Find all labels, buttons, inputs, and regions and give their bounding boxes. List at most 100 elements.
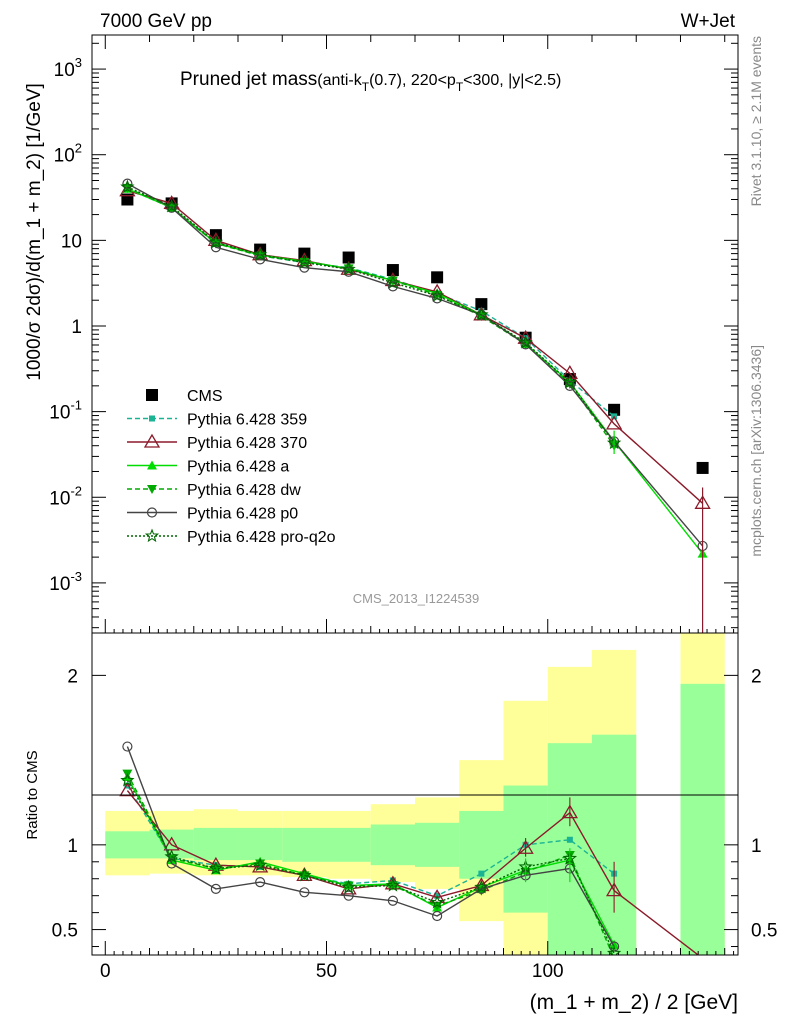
ratio-point	[255, 859, 266, 869]
ratio-uncertainty-bands	[105, 633, 725, 955]
data-point	[387, 281, 398, 292]
ratio-point	[429, 895, 445, 909]
legend: CMS Pythia 6.428 359 Pythia 6.428 370 Pythi…	[127, 388, 336, 546]
ratio-y-tick-label-right: 2	[751, 666, 762, 687]
watermark: CMS_2013_I1224539	[353, 591, 480, 606]
chart-title: Pruned jet mass(anti-kT(0.7), 220<pT<300…	[180, 69, 561, 94]
legend-marker	[146, 389, 158, 401]
x-tick-label: 50	[316, 961, 337, 982]
x-tick-label: 100	[532, 961, 564, 982]
legend-label: Pythia 6.428 pro-q2o	[187, 529, 336, 546]
legend-label: CMS	[187, 388, 223, 405]
series-line	[127, 188, 615, 417]
data-point	[297, 255, 312, 269]
ratio-y-axis-label: Ratio to CMS	[24, 750, 41, 839]
ratio-point	[164, 849, 179, 863]
ratio-point	[609, 941, 620, 952]
data-point	[122, 178, 133, 189]
legend-marker	[147, 460, 157, 470]
band-inner	[591, 734, 637, 955]
data-point	[431, 271, 444, 284]
legend-item: Pythia 6.428 359	[127, 412, 307, 429]
data-point	[520, 339, 531, 350]
data-point	[605, 415, 623, 430]
ratio-point	[387, 895, 398, 906]
band-inner	[238, 827, 283, 861]
ratio-point	[606, 945, 622, 955]
ratio-point	[297, 867, 312, 882]
ratio-point	[119, 782, 136, 797]
data-point	[210, 239, 221, 249]
ratio-y-tick-label: 0.5	[52, 921, 78, 942]
mcplots-label: mcplots.cern.ch [arXiv:1306.3436]	[748, 345, 764, 557]
y-tick-label: 1	[71, 317, 82, 338]
data-point	[164, 198, 179, 213]
ratio-panel-series	[119, 741, 700, 955]
band-inner	[326, 827, 371, 862]
band-inner	[193, 827, 239, 861]
legend-marker	[146, 507, 158, 518]
data-point	[252, 247, 268, 261]
header-right: W+Jet	[681, 11, 736, 32]
series-pythia-6-428-p0	[122, 178, 708, 552]
legend-item: Pythia 6.428 a	[127, 459, 289, 476]
data-point	[475, 298, 488, 311]
ratio-line	[126, 773, 614, 955]
band-inner	[459, 810, 504, 879]
ratio-point	[252, 857, 268, 872]
main-panel-series	[119, 178, 711, 633]
legend-item: Pythia 6.428 dw	[127, 482, 301, 499]
data-point	[474, 307, 489, 321]
ratio-panel-frame	[91, 632, 739, 956]
legend-marker	[149, 415, 155, 422]
ratio-point	[343, 881, 354, 891]
data-point	[696, 461, 709, 474]
band-inner	[282, 827, 327, 862]
ratio-point	[341, 879, 356, 894]
band-inner	[105, 831, 150, 859]
series-line	[127, 186, 615, 444]
data-point	[120, 179, 135, 193]
legend-label: Pythia 6.428 370	[187, 435, 307, 452]
legend-label: Pythia 6.428 a	[187, 459, 289, 476]
data-point	[429, 288, 445, 302]
data-point	[518, 335, 533, 349]
data-point	[255, 254, 266, 265]
ratio-y-tick-label: 2	[67, 666, 78, 687]
series-pythia-6-428-359	[124, 185, 618, 420]
ratio-series-pythia-6-428-pro-q2o	[120, 772, 622, 955]
title-text: Pruned jet mass(anti-kT(0.7), 220<pT<300…	[180, 69, 561, 94]
data-point	[166, 202, 177, 213]
legend-item: Pythia 6.428 370	[127, 433, 307, 452]
data-point	[564, 380, 575, 391]
ratio-point	[120, 772, 135, 787]
legend-label: Pythia 6.428 p0	[187, 506, 298, 523]
ratio-point	[476, 883, 487, 895]
data-point	[608, 403, 621, 416]
ratio-point	[210, 883, 221, 895]
ratio-line	[126, 746, 615, 947]
legend-item: CMS	[146, 388, 223, 405]
data-point	[385, 275, 401, 289]
data-point	[386, 264, 399, 277]
y-tick-label: 10-1	[49, 398, 82, 424]
y-tick-label: 10-2	[49, 483, 82, 509]
y-axis-label: 1000/σ 2dσ)/d(m_1 + m_2) [1/GeV]	[24, 83, 45, 381]
data-point	[432, 293, 443, 304]
y-tick-label: 103	[54, 55, 82, 81]
data-point	[121, 193, 134, 206]
header-left: 7000 GeV pp	[100, 11, 212, 32]
ratio-y-tick-label: 1	[67, 836, 78, 857]
data-point	[476, 309, 487, 320]
series-pythia-6-428-pro-q2o	[120, 179, 622, 450]
ratio-point	[566, 836, 573, 843]
ratio-point	[343, 890, 354, 901]
x-tick-label: 0	[100, 961, 111, 982]
ratio-point	[299, 887, 310, 898]
band-inner	[370, 824, 415, 866]
data-point	[208, 234, 224, 249]
legend-item: Pythia 6.428 p0	[127, 506, 298, 523]
ratio-point	[124, 782, 131, 789]
ratio-point	[255, 877, 266, 888]
